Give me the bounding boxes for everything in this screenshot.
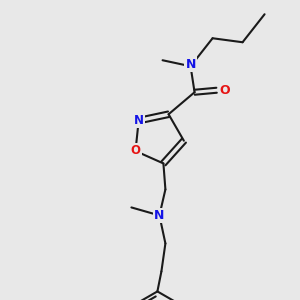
Text: O: O xyxy=(219,84,230,97)
Text: N: N xyxy=(185,58,196,71)
Text: N: N xyxy=(154,209,165,222)
Text: N: N xyxy=(134,114,144,127)
Text: O: O xyxy=(130,145,140,158)
